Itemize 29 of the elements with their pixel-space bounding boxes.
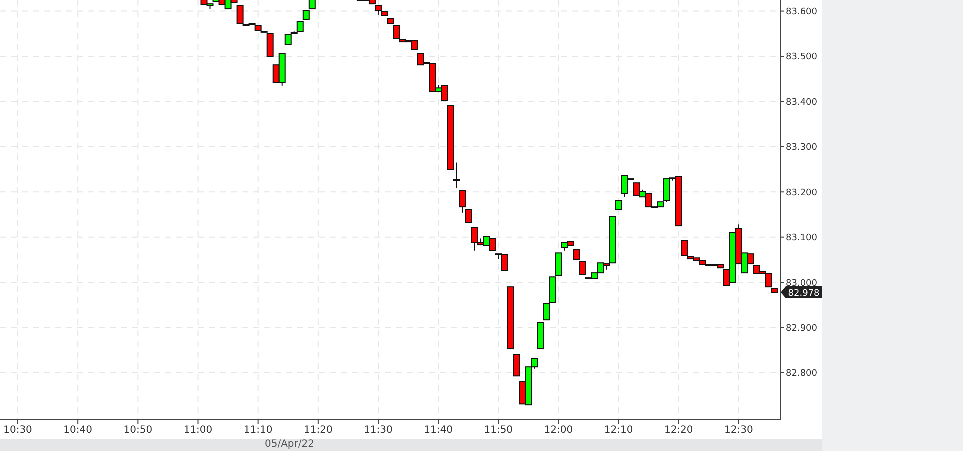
x-tick-label: 11:20 [304,425,333,436]
x-tick-label: 10:50 [124,425,153,436]
y-tick-label: 83.600 [786,7,818,18]
y-tick-label: 82.800 [786,369,818,380]
x-axis-title: 05/Apr/22 [265,439,314,451]
candlestick [513,354,520,377]
annotation: 82.978 [788,289,820,300]
y-tick-label: 83.200 [786,188,818,198]
x-tick-label: 11:10 [244,425,273,436]
y-tick-label: 83.400 [786,98,818,108]
x-tick-label: 12:30 [724,425,754,436]
x-tick-label: 10:30 [4,425,32,436]
x-tick-label: 12:10 [604,425,634,436]
y-tick-label: 82.900 [786,324,818,334]
x-tick-label: 11:30 [364,425,393,436]
candlestick [459,190,466,214]
y-tick-label: 83.300 [786,143,818,154]
x-tick-label: 11:00 [184,425,213,436]
x-tick-label: 10:40 [64,425,93,436]
x-tick-label: 11:50 [484,425,514,436]
candlestick [465,209,472,224]
y-tick-label: 83.000 [786,278,818,289]
x-tick-label: 11:40 [424,425,453,436]
x-tick-label: 12:00 [544,425,574,436]
x-tick-label: 12:20 [664,425,694,436]
y-tick-label: 83.500 [786,52,818,63]
y-tick-label: 83.100 [786,234,818,244]
candlestick [453,162,460,189]
candlestick [615,200,622,210]
